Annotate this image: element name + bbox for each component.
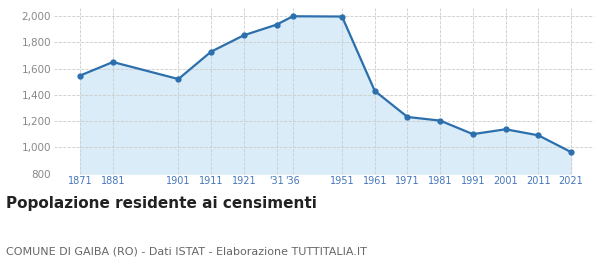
Text: Popolazione residente ai censimenti: Popolazione residente ai censimenti [6, 196, 317, 211]
Text: COMUNE DI GAIBA (RO) - Dati ISTAT - Elaborazione TUTTITALIA.IT: COMUNE DI GAIBA (RO) - Dati ISTAT - Elab… [6, 246, 367, 256]
